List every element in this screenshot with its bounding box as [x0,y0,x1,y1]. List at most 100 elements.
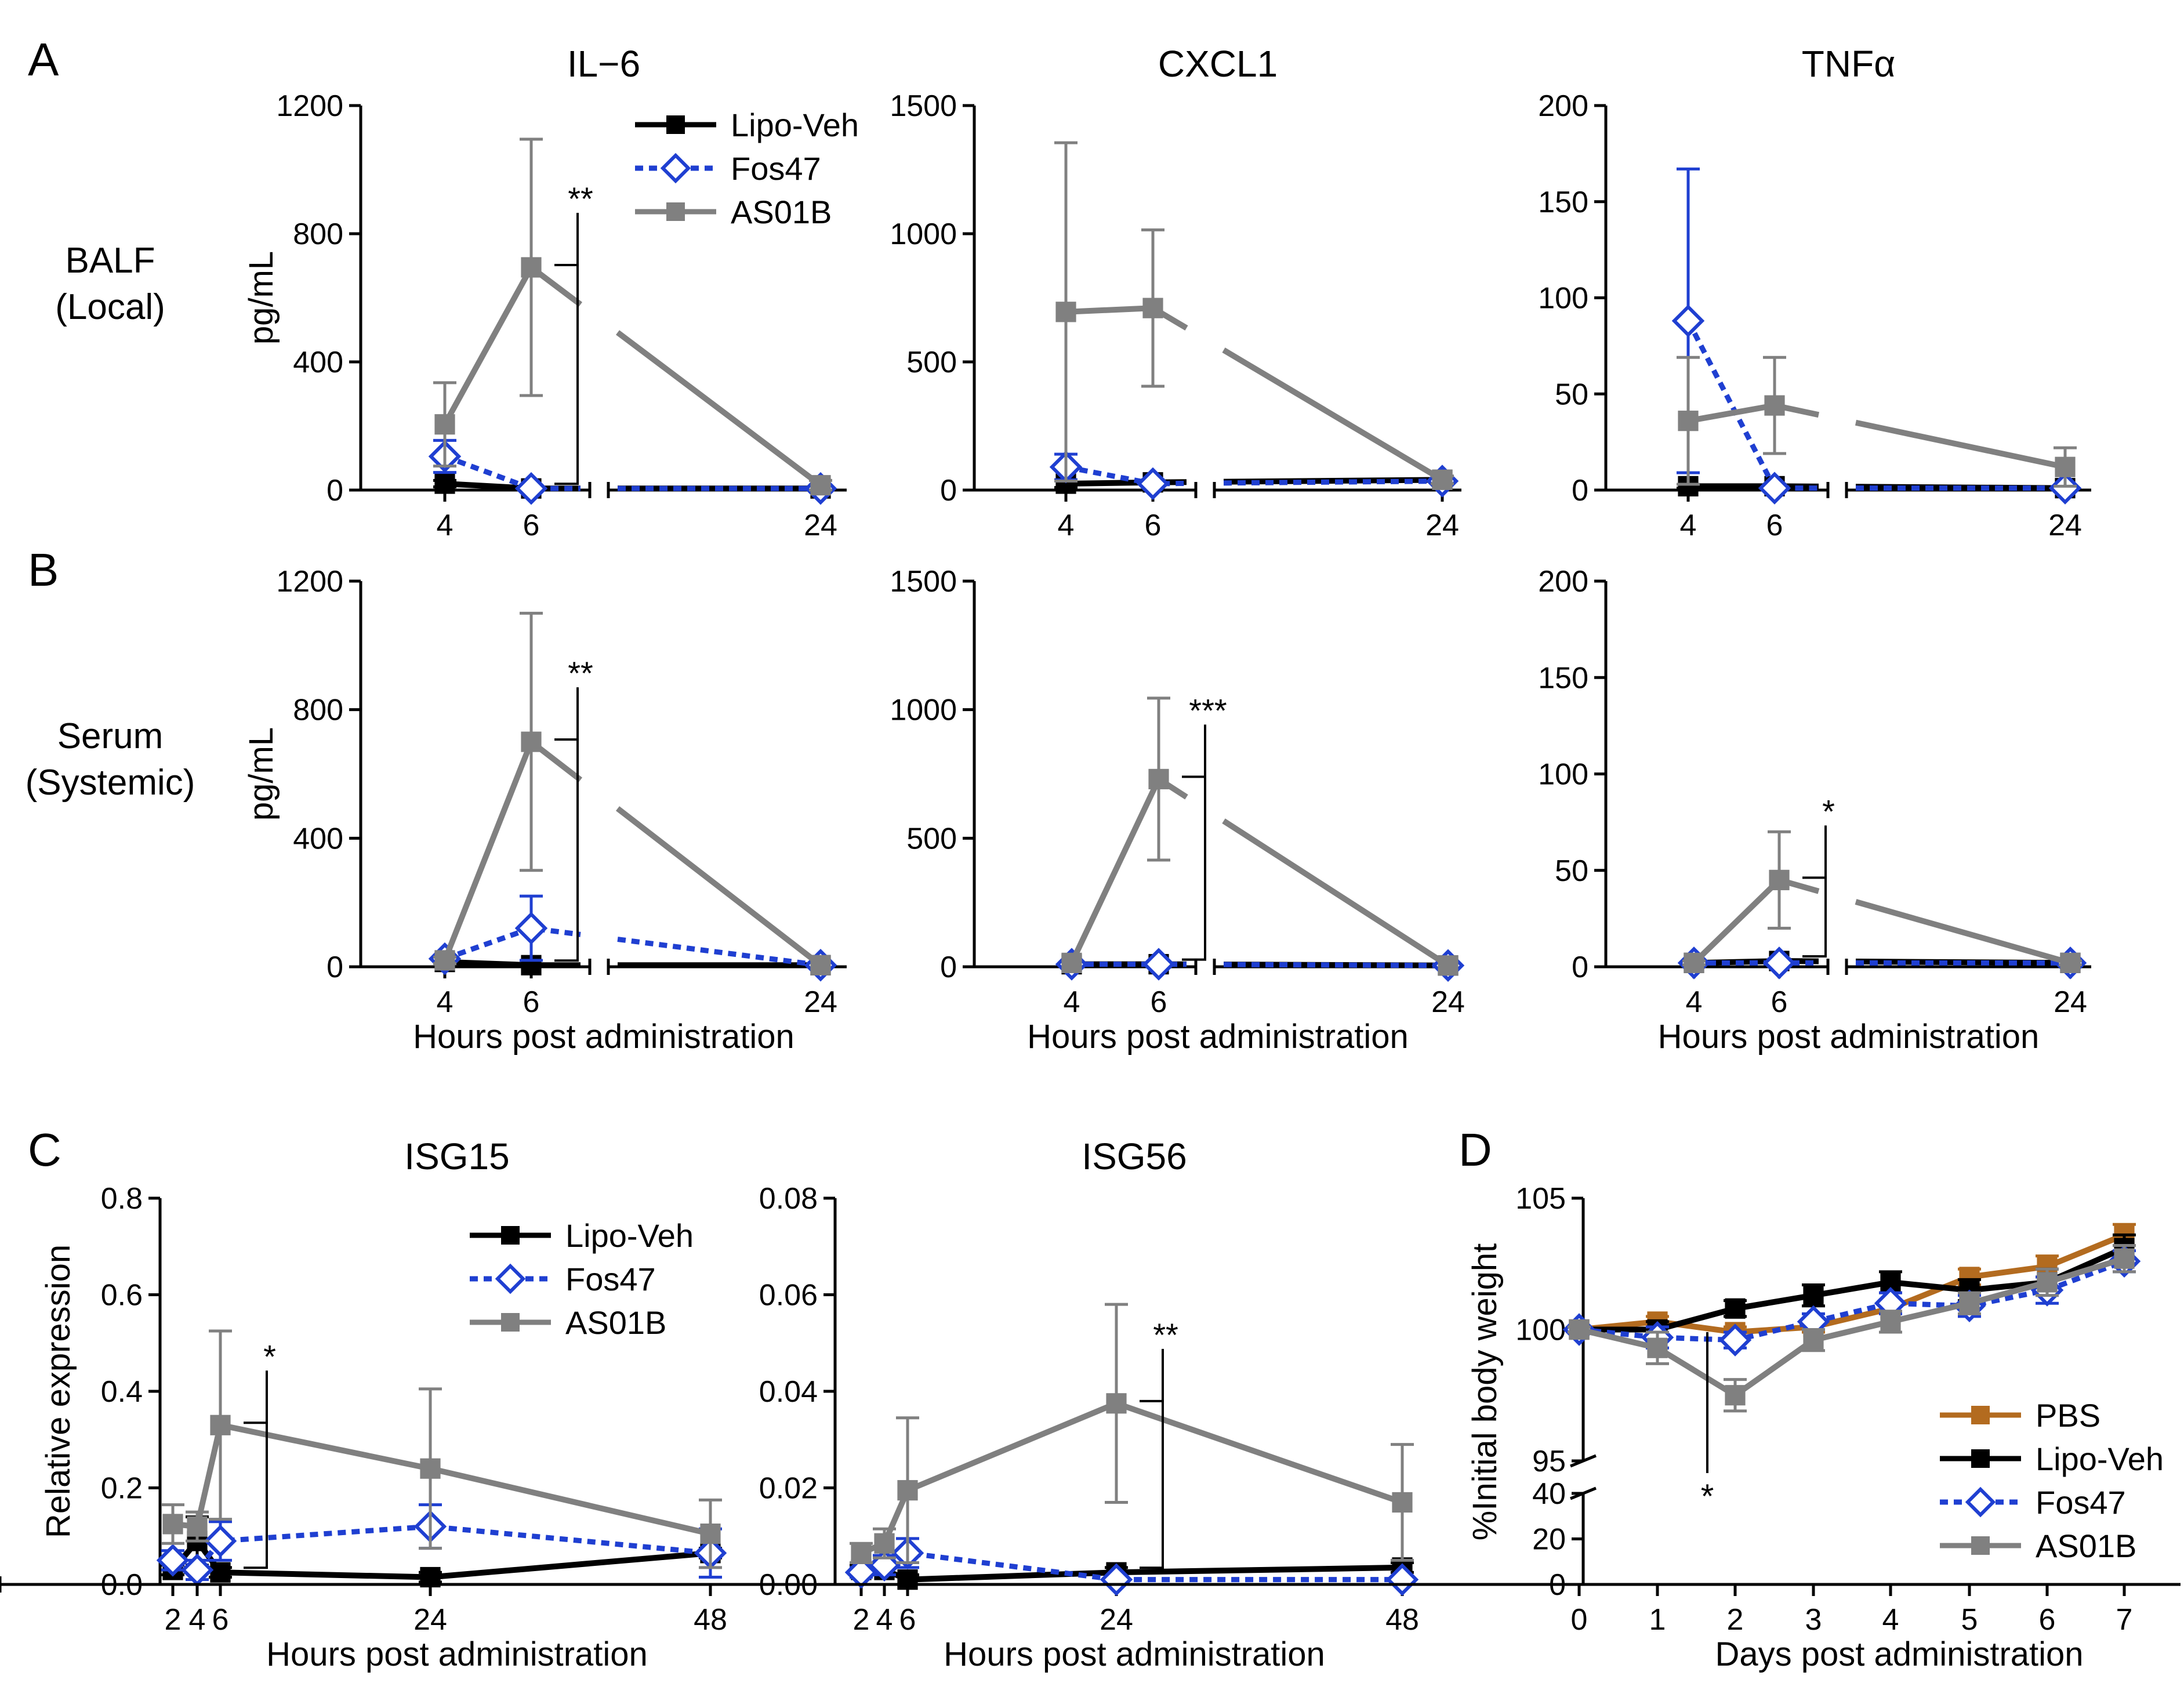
legend-marker [1971,1449,1990,1468]
data-point [1100,1563,1133,1596]
series-as01b [1568,1244,2136,1413]
x-axis-label: Hours post administration [944,1635,1325,1673]
panel-label-c: C [28,1124,61,1176]
y-tick-label: 800 [293,694,343,727]
data-point [514,912,548,945]
legend-label: Fos47 [731,150,821,187]
x-tick-label: 4 [1680,509,1697,542]
series-fos47 [1671,167,2082,505]
data-point [521,257,542,278]
x-tick-label: 1 [1649,1603,1666,1637]
chart-a1: IL−6 0 400 800 1200 pg/mL 4 6 24 ** Lipo-Veh Fos47 A… [242,43,859,542]
legend-marker [495,1263,526,1294]
series-as01b [1677,356,2077,488]
legend-label: Lipo-Veh [731,107,859,143]
data-point [897,1480,918,1501]
series-as01b [433,137,832,496]
significance-label: * [1701,1478,1714,1515]
y-tick-label: 1200 [276,89,343,123]
y-tick-label: 0 [940,951,957,984]
x-axis-label: Hours post administration [1658,1018,2040,1056]
data-point [897,1569,918,1590]
data-point [1647,1337,1668,1358]
legend-label: AS01B [565,1304,666,1341]
x-tick-label: 2 [1727,1603,1744,1637]
series-line [1686,320,1819,491]
y-tick-label: 1000 [890,694,957,727]
series-fos47 [156,1503,727,1587]
data-point [1055,302,1076,322]
x-axis-label: Hours post administration [266,1635,648,1673]
x-tick-label: 6 [1145,509,1162,542]
y-tick-label: 0 [940,474,957,507]
y-tick-label: 0.08 [759,1182,818,1216]
data-point [1106,1393,1127,1414]
data-point [810,475,831,496]
x-tick-label: 3 [1805,1603,1822,1637]
y-tick-label: 100 [1538,282,1588,315]
series-as01b [1061,697,1459,976]
y-tick-label: 500 [906,346,957,379]
data-point [1569,1319,1590,1340]
series-as01b [161,1329,722,1569]
data-point [1769,869,1790,890]
data-point [210,1562,231,1583]
x-tick-label: 2 [853,1603,870,1637]
chart-a3: TNFα 0 50 100 150 200 4 6 24 [1538,43,2091,542]
x-tick-label: 4 [1882,1603,1899,1637]
x-tick-label: 6 [1151,985,1167,1019]
data-point [1758,472,1791,505]
data-point [514,472,548,505]
x-tick-label: 6 [899,1603,916,1637]
legend-marker [501,1226,520,1245]
legend-label: AS01B [731,194,832,230]
panel-label-a: A [28,34,59,85]
y-tick-label: 100 [1538,758,1588,792]
x-tick-label: 48 [1385,1603,1419,1637]
data-point [1432,469,1453,490]
chart-title: CXCL1 [1158,43,1278,85]
significance-label: ** [1153,1316,1178,1353]
y-tick-label: 150 [1538,186,1588,219]
legend-marker [1971,1406,1990,1424]
legend-label: PBS [2036,1397,2100,1434]
x-tick-label: 2 [165,1603,182,1637]
y-tick-label: 0.2 [101,1472,143,1506]
y-tick-label: 0.6 [101,1279,143,1312]
y-tick-label: 200 [1538,89,1588,123]
series-as01b [1682,830,2082,973]
legend-label: Fos47 [2036,1484,2126,1521]
legend-label: AS01B [2036,1528,2136,1564]
x-tick-label: 0 [1571,1603,1588,1637]
row-label-local: (Local) [55,287,165,327]
chart-b3: 0 50 100 150 200 4 6 24 Hours post administratio… [1538,565,2091,1056]
data-point [1762,946,1796,980]
x-tick-label: 5 [1961,1603,1978,1637]
data-point [2114,1248,2135,1269]
data-point [874,1533,895,1554]
y-axis-label: %Initial body weight [1466,1243,1504,1541]
legend: Lipo-Veh Fos47 AS01B [470,1217,694,1341]
series-line [1688,402,1820,424]
data-point [1385,1563,1419,1596]
y-tick-label: 0 [1572,951,1588,984]
x-tick-label: 24 [1425,509,1459,542]
significance-bracket [554,738,579,962]
data-point [1671,304,1705,338]
data-point [2037,1272,2058,1293]
y-tick-label: 0 [326,951,343,984]
data-point [434,473,455,494]
significance-bracket [1140,1399,1164,1569]
row-label-balf: BALF [65,241,155,281]
x-tick-label: 6 [1766,509,1783,542]
data-point [434,950,455,971]
y-tick-label: 800 [293,217,343,251]
data-point [1142,298,1163,318]
y-tick-label: 105 [1515,1182,1566,1216]
y-tick-label: 150 [1538,661,1588,695]
series-line [615,806,823,968]
x-tick-label: 4 [437,985,454,1019]
data-point [210,1415,231,1435]
series-line [172,1421,712,1537]
